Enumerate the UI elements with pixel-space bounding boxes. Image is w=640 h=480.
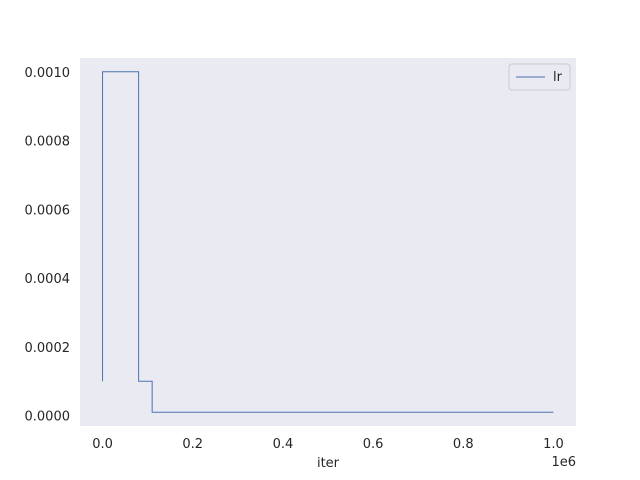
x-tick-label: 0.8	[453, 437, 474, 452]
legend-label-lr: lr	[553, 70, 563, 85]
plot-area	[80, 58, 576, 426]
legend: lr	[508, 63, 571, 91]
x-tick-label: 1.0	[543, 437, 564, 452]
x-tick-label: 0.4	[273, 437, 294, 452]
y-tick-label: 0.0004	[25, 272, 71, 287]
y-tick-label: 0.0002	[25, 341, 71, 356]
y-tick-label: 0.0008	[25, 135, 71, 150]
y-tick-labels: 0.0000 0.0002 0.0004 0.0006 0.0008 0.0010	[25, 66, 71, 425]
y-tick-label: 0.0006	[25, 203, 71, 218]
y-tick-label: 0.0010	[25, 66, 71, 81]
y-tick-label: 0.0000	[25, 410, 71, 425]
x-tick-labels: 0.0 0.2 0.4 0.6 0.8 1.0	[92, 437, 564, 452]
x-axis-label: iter	[317, 456, 340, 471]
x-tick-label: 0.6	[363, 437, 384, 452]
x-tick-label: 0.2	[182, 437, 203, 452]
series-layer	[102, 71, 554, 413]
x-tick-label: 0.0	[92, 437, 113, 452]
series-line-lr	[102, 71, 554, 413]
x-axis-offset-label: 1e6	[551, 455, 576, 470]
